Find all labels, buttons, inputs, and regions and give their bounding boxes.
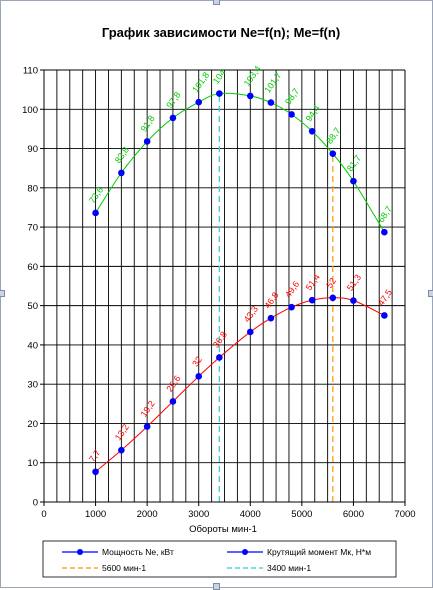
x-tick-label: 0 [41,509,46,520]
torque-point [308,127,316,135]
power-data-label: 51,3 [345,273,363,293]
y-tick-label: 100 [22,105,38,116]
resize-handle-right[interactable] [428,290,433,297]
torque-curve [95,92,385,233]
torque-point [329,150,337,157]
torque-point [143,138,151,145]
torque-point [169,114,177,122]
torque-data-label: 88,7 [324,126,342,146]
y-tick-label: 0 [33,498,38,509]
torque-point [246,92,254,100]
power-point [143,423,151,430]
x-tick-label: 2000 [137,509,158,520]
y-tick-label: 60 [27,262,38,273]
y-tick-label: 70 [27,223,38,234]
power-data-label: 43,3 [242,304,260,324]
torque-data-label: 81,7 [345,153,363,173]
y-tick-label: 10 [27,458,38,469]
torque-point [118,169,125,177]
power-data-label: 49,6 [283,279,301,299]
torque-data-label: 101,7 [262,71,283,95]
legend-label: Крутящий момент Мк, Н*м [267,547,371,557]
legend: Мощность Ne, кВт Крутящий момент Мк, Н*м 5… [42,540,397,578]
legend-box [42,540,397,578]
torque-data-label: 94,4 [304,103,322,123]
torque-data-label: 98,7 [283,86,301,106]
torque-point [288,111,295,118]
y-tick-label: 80 [27,183,38,194]
legend-label: Мощность Ne, кВт [102,547,174,557]
legend-marker [242,549,248,555]
power-data-label: 32 [190,355,204,369]
power-data-label: 46,8 [262,290,280,310]
power-data-label: 47,5 [376,288,394,308]
legend-marker [77,549,83,555]
y-tick-label: 50 [27,301,38,312]
torque-data-label: 83,8 [113,145,131,165]
power-data-label: 25,6 [164,374,182,394]
y-tick-label: 110 [23,66,38,77]
power-data-label: 7,7 [87,448,102,464]
x-tick-label: 4000 [240,509,261,520]
x-tick-label: 7000 [394,509,415,520]
legend-label: 3400 мин-1 [267,563,311,573]
y-tick-label: 40 [27,340,38,351]
y-tick-label: 90 [27,144,38,155]
y-tick-label: 30 [27,380,38,391]
power-point [216,354,223,361]
power-point [329,294,337,302]
torque-point [267,99,275,106]
torque-data-label: 97,8 [164,90,182,110]
torque-data-label: 91,8 [139,114,157,134]
torque-point [195,98,203,106]
curves [95,92,385,473]
x-tick-label: 3000 [188,509,209,520]
torque-data-label: 68,7 [376,204,394,224]
resize-handle-left[interactable] [0,290,5,297]
points [92,90,388,476]
power-point [267,314,275,322]
chart-title: График зависимости Ne=f(n); Me=f(n) [102,25,340,40]
torque-point [216,90,223,97]
power-data-label: 52 [324,276,338,290]
torque-data-label: 103,4 [242,64,263,88]
torque-point [350,177,357,185]
power-point [350,297,357,304]
power-curve [95,297,385,473]
power-point [288,303,295,311]
x-axis-title: Обороты мин-1 [189,524,257,535]
power-data-label: 19,2 [139,399,157,419]
power-point [92,468,99,476]
torque-point [92,209,99,217]
grid [44,69,405,502]
power-data-label: 13,2 [113,422,131,442]
reference-lines [218,93,334,502]
power-point [246,328,254,336]
data-labels: 7,7 13,2 19,2 25,6 32 36,8 43,346,849,6 51,4 52 5… [87,64,394,464]
power-point [381,312,388,319]
x-tick-label: 1000 [85,509,106,520]
resize-handle-top[interactable] [213,0,220,5]
axes: 0 10 20 30 40 50 60 70 80 90 100 110 0 1000 2000 3000 40… [22,66,415,521]
torque-point [381,228,388,236]
legend-label: 5600 мин-1 [102,563,146,573]
power-point [169,398,177,405]
power-data-label: 36,8 [211,330,229,350]
power-point [195,373,203,380]
y-tick-label: 20 [27,419,38,430]
power-point [118,446,125,454]
torque-data-label: 101,8 [190,70,211,94]
x-tick-label: 5000 [291,509,312,520]
power-data-label: 51,4 [304,272,322,292]
x-tick-label: 6000 [343,509,364,520]
power-point [308,296,316,304]
